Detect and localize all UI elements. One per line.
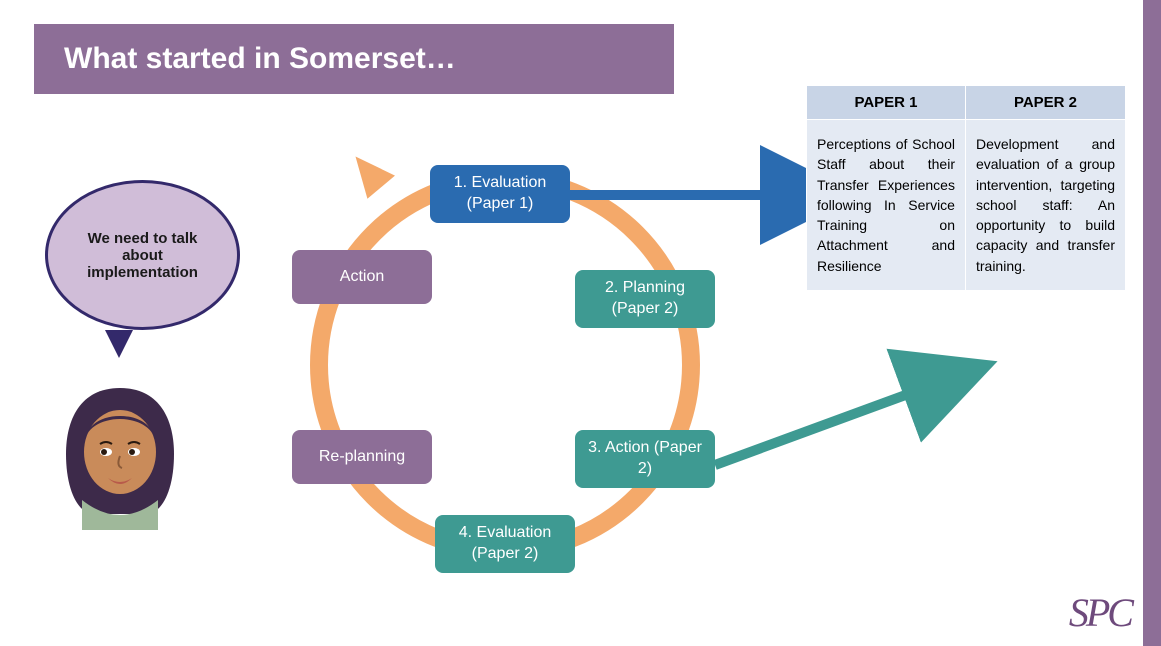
- right-accent-stripe: [1143, 0, 1161, 646]
- cycle-node-eval1: 1. Evaluation (Paper 1): [430, 165, 570, 223]
- table-row: Perceptions of School Staff about their …: [807, 120, 1126, 291]
- cycle-node-action2: 3. Action (Paper 2): [575, 430, 715, 488]
- papers-header-1: PAPER 1: [807, 86, 966, 120]
- speech-bubble-tail: [105, 330, 133, 358]
- arrow-action2-to-paper2: [715, 375, 960, 465]
- papers-table: PAPER 1 PAPER 2 Perceptions of School St…: [806, 85, 1126, 291]
- cycle-ring: [310, 170, 700, 560]
- avatar-icon: [60, 380, 180, 530]
- paper1-abstract: Perceptions of School Staff about their …: [807, 120, 966, 291]
- slide-title: What started in Somerset…: [34, 24, 674, 94]
- speech-bubble-text: We need to talk about implementation: [68, 230, 217, 281]
- logo-text: SPC: [1069, 590, 1131, 635]
- cycle-node-action1: Action: [292, 250, 432, 304]
- cycle-node-replan: Re-planning: [292, 430, 432, 484]
- logo: SPC: [1069, 589, 1131, 636]
- speech-bubble: We need to talk about implementation: [45, 180, 240, 340]
- avatar: [60, 380, 180, 535]
- cycle-node-eval2: 4. Evaluation (Paper 2): [435, 515, 575, 573]
- slide-title-text: What started in Somerset…: [64, 42, 456, 76]
- speech-bubble-body: We need to talk about implementation: [45, 180, 240, 330]
- papers-header-2: PAPER 2: [965, 86, 1125, 120]
- paper2-abstract: Development and evaluation of a group in…: [965, 120, 1125, 291]
- cycle-node-plan: 2. Planning (Paper 2): [575, 270, 715, 328]
